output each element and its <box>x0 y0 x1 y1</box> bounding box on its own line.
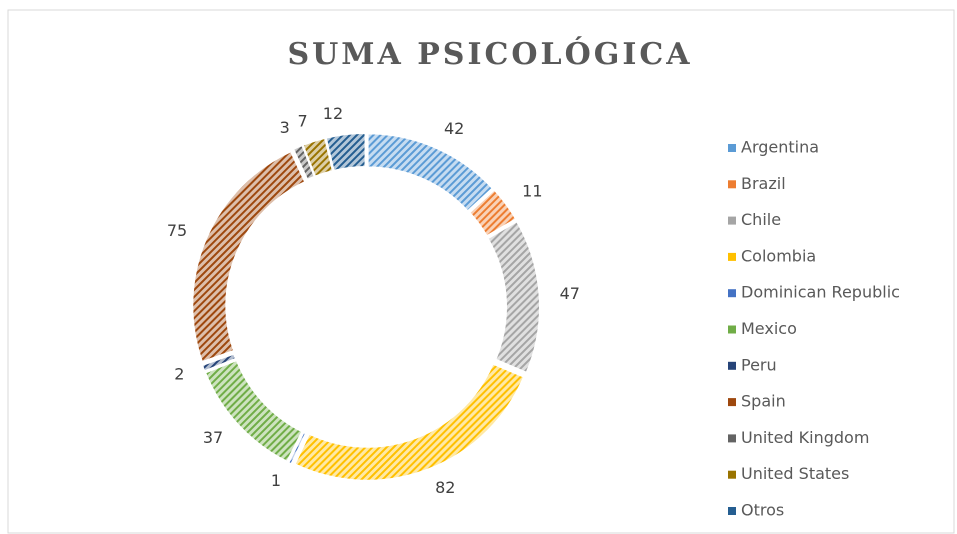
legend-label: Peru <box>741 355 777 374</box>
legend-label: Brazil <box>741 174 786 193</box>
legend-label: Argentina <box>741 138 819 157</box>
legend-label: United Kingdom <box>741 428 869 447</box>
legend-swatch <box>728 252 736 261</box>
donut-slice <box>293 362 526 482</box>
donut-slice <box>200 352 238 373</box>
data-label: 3 <box>280 118 290 137</box>
data-label: 2 <box>174 365 184 384</box>
donut-slice <box>366 132 495 213</box>
legend-label: Dominican Republic <box>741 283 900 302</box>
legend-swatch <box>728 325 736 334</box>
data-label: 47 <box>560 284 580 303</box>
data-label: 1 <box>271 471 281 490</box>
data-label: 11 <box>522 181 542 200</box>
data-label: 12 <box>323 104 343 123</box>
legend-label: United States <box>741 464 849 483</box>
chart-title: SUMA PSICOLÓGICA <box>287 36 692 72</box>
donut-slice <box>203 358 304 464</box>
chart-frame <box>7 9 955 534</box>
legend-swatch <box>728 434 736 443</box>
legend-label: Mexico <box>741 319 797 338</box>
legend-swatch <box>728 507 736 515</box>
data-label: 7 <box>298 111 308 130</box>
legend-swatch <box>728 180 736 189</box>
legend-label: Colombia <box>741 246 816 265</box>
donut-slice <box>191 149 307 364</box>
legend-swatch <box>728 361 736 370</box>
legend-swatch <box>728 144 736 152</box>
legend-swatch <box>728 216 736 225</box>
legend-label: Spain <box>741 392 786 411</box>
donut-slice <box>286 430 308 466</box>
legend-label: Otros <box>741 501 784 520</box>
data-label: 42 <box>444 119 464 138</box>
donut-slice <box>467 188 518 238</box>
donut-slice <box>486 219 541 375</box>
donut-slice <box>324 132 367 173</box>
data-label: 37 <box>203 428 223 447</box>
legend-swatch <box>728 289 736 298</box>
data-label: 75 <box>167 221 187 240</box>
legend-swatch <box>728 470 736 479</box>
legend-swatch <box>728 398 736 407</box>
legend-label: Chile <box>741 210 781 229</box>
data-label: 82 <box>435 478 455 497</box>
